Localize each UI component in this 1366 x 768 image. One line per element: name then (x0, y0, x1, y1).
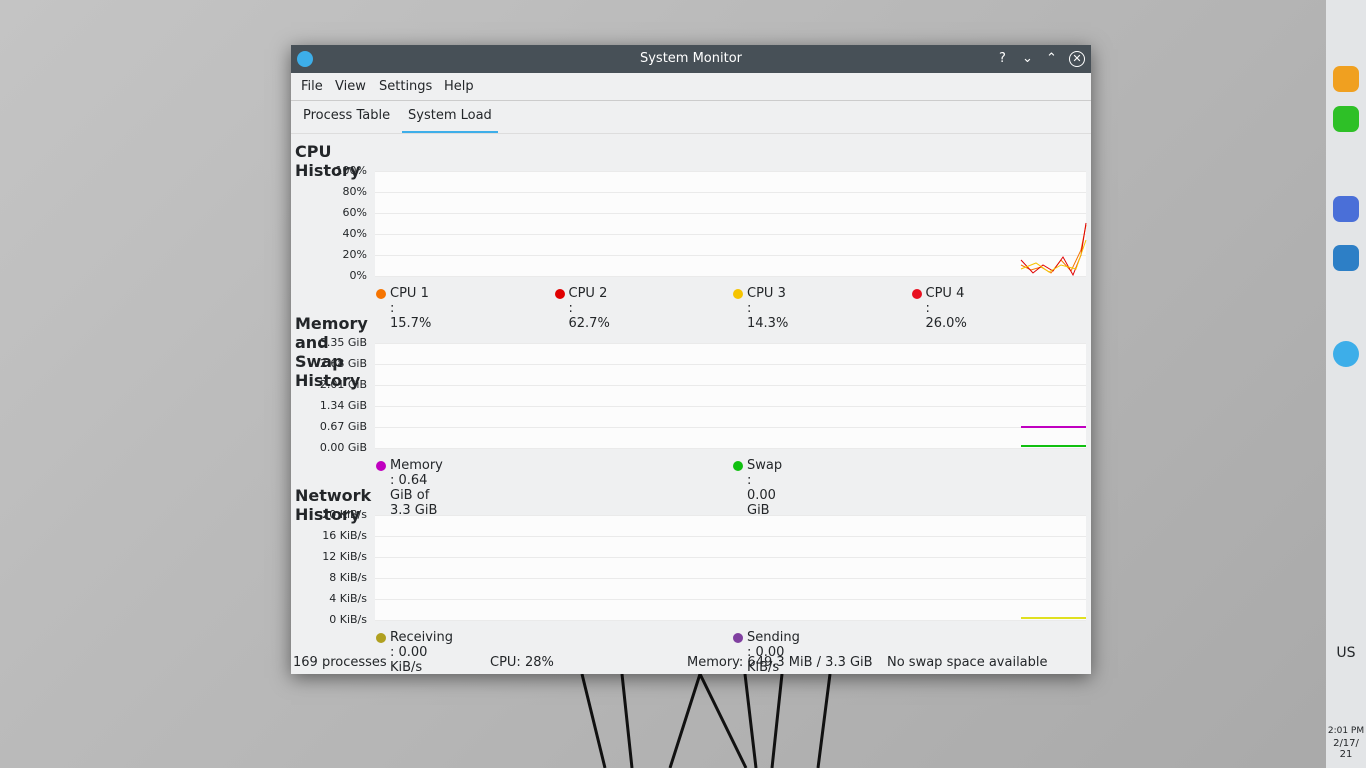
system-monitor-icon[interactable] (1333, 341, 1359, 367)
wallpaper-lines (580, 674, 832, 768)
grid-line (375, 406, 1086, 407)
app-icon[interactable] (1333, 196, 1359, 222)
tab-bar: Process Table System Load (291, 101, 1091, 134)
grid-line (375, 192, 1086, 193)
help-button[interactable]: ? (999, 51, 1006, 66)
grid-line (375, 255, 1086, 256)
legend-dot (733, 289, 743, 299)
y-tick-label: 80% (342, 185, 367, 198)
minimize-button[interactable]: ⌄ (1022, 51, 1033, 66)
calculator-icon[interactable] (1333, 106, 1359, 132)
y-tick-label: 12 KiB/s (322, 550, 367, 563)
side-panel: US 2:01 PM 2/17/21 (1326, 0, 1366, 768)
grid-line (375, 515, 1086, 516)
menu-item[interactable]: View (335, 79, 366, 94)
section-title: CPU History (295, 142, 361, 180)
graph-traces (1020, 222, 1087, 619)
legend-dot (376, 633, 386, 643)
graph-plot (375, 171, 1086, 276)
menu-item[interactable]: Help (444, 79, 474, 94)
y-tick-label: 8 KiB/s (329, 571, 367, 584)
grid-line (375, 213, 1086, 214)
y-tick-label: 60% (342, 206, 367, 219)
window: System Monitor ✕ ? ⌄ ⌃ File View Settings H… (291, 45, 1091, 675)
grid-line (375, 448, 1086, 449)
store-icon[interactable] (1333, 245, 1359, 271)
graph-plot (375, 343, 1086, 448)
keyboard-layout[interactable]: US (1336, 645, 1356, 661)
y-tick-label: 1.34 GiB (319, 399, 367, 412)
legend-label: CPU 2 : 62.7% (568, 286, 610, 331)
grid-line (375, 364, 1086, 365)
app-launcher-icon[interactable] (1333, 66, 1359, 92)
grid-line (375, 578, 1086, 579)
status-text: 169 processes (293, 655, 387, 670)
y-tick-label: 20 KiB/s (322, 508, 367, 521)
status-bar: 169 processes CPU: 28% Memory: 649.3 MiB /… (291, 653, 1091, 674)
grid-line (375, 385, 1086, 386)
y-tick-label: 2.68 GiB (319, 357, 367, 370)
grid-line (375, 234, 1086, 235)
legend-label: Sending : 0.00 KiB/s (747, 630, 800, 675)
grid-line (375, 620, 1086, 621)
y-tick-label: 20% (342, 248, 367, 261)
y-tick-label: 16 KiB/s (322, 529, 367, 542)
graph-plot (375, 515, 1086, 620)
menu-bar: File View Settings Help (291, 74, 1091, 101)
y-tick-label: 3.35 GiB (319, 336, 367, 349)
legend-dot (911, 289, 922, 299)
grid-line (375, 599, 1086, 600)
status-text: CPU: 28% (490, 655, 554, 670)
legend-label: CPU 1 : 15.7% (390, 286, 432, 331)
tab[interactable]: System Load (402, 101, 498, 133)
grid-line (375, 171, 1086, 172)
clock-date[interactable]: 2/17/21 (1333, 738, 1359, 760)
grid-line (375, 343, 1086, 344)
legend-label: CPU 4 : 26.0% (925, 286, 967, 331)
legend-label: Swap : 0.00 GiB (747, 458, 783, 518)
menu-item[interactable]: Settings (379, 79, 433, 94)
legend-dot (554, 289, 565, 299)
y-tick-label: 0.00 GiB (319, 441, 367, 454)
grid-line (375, 276, 1086, 277)
window-title: System Monitor (639, 51, 743, 66)
title-bar: System Monitor ✕ ? ⌄ ⌃ (291, 45, 1091, 73)
legend-dot (733, 461, 743, 471)
grid-line (375, 557, 1086, 558)
grid-line (375, 427, 1086, 428)
tab[interactable]: Process Table (303, 108, 391, 123)
y-tick-label: 40% (342, 227, 367, 240)
legend-dot (376, 461, 386, 471)
section-title: Network History (295, 486, 372, 524)
y-tick-label: 4 KiB/s (329, 592, 367, 605)
maximize-button[interactable]: ⌃ (1046, 51, 1057, 66)
y-tick-label: 0.67 GiB (319, 420, 367, 433)
menu-item[interactable]: File (301, 79, 323, 94)
y-tick-label: 2.01 GiB (319, 378, 367, 391)
status-text: No swap space available (887, 655, 1048, 670)
legend-dot (376, 289, 386, 299)
y-tick-label: 100% (335, 164, 367, 177)
legend-label: Memory : 0.64 GiB of 3.3 GiB (390, 458, 443, 518)
legend-label: Receiving : 0.00 KiB/s (390, 630, 454, 675)
close-button[interactable]: ✕ (1069, 51, 1085, 67)
legend-dot (733, 633, 743, 643)
y-tick-label: 0% (349, 269, 367, 282)
clock-time[interactable]: 2:01 PM (1327, 726, 1365, 736)
legend-label: CPU 3 : 14.3% (747, 286, 789, 331)
grid-line (375, 536, 1086, 537)
section-title: Memory and Swap History (295, 314, 368, 390)
app-icon (297, 51, 313, 67)
status-text: Memory: 649.3 MiB / 3.3 GiB (687, 655, 873, 670)
y-tick-label: 0 KiB/s (329, 613, 367, 626)
